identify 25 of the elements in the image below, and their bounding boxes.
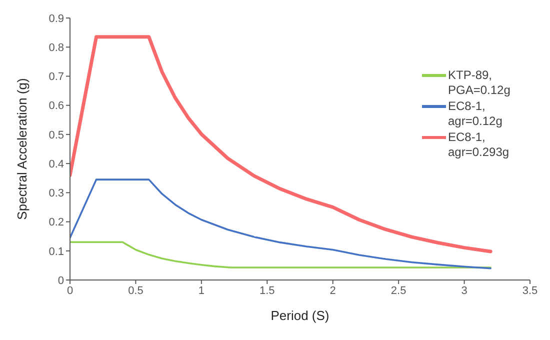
y-tick-label: 0.1 (48, 246, 64, 258)
x-tick-label: 2.5 (390, 284, 406, 297)
legend-label: EC8-1, agr=0.12g (448, 99, 504, 129)
line-series (70, 241, 492, 268)
y-tick-label: 0.4 (48, 158, 64, 170)
y-tick-label: 0 (58, 274, 64, 287)
y-axis-title: Spectral Acceleration (g) (14, 78, 30, 220)
y-tick-label: 0.5 (48, 129, 64, 142)
y-tick-label: 0.6 (48, 100, 64, 112)
x-tick-label: 0 (66, 284, 74, 297)
x-tick-label: 1 (198, 284, 204, 297)
line-series (70, 178, 492, 270)
x-axis-title: Period (S) (270, 308, 330, 323)
x-tick-label: 3 (461, 284, 468, 297)
y-tick-label: 0.9 (48, 12, 64, 25)
y-tick-label: 0.8 (48, 42, 64, 54)
x-tick-label: 0.5 (128, 284, 144, 297)
y-tick-label: 0.3 (48, 188, 64, 200)
x-tick-label: 1.5 (259, 284, 275, 297)
legend-label: EC8-1, agr=0.293g (448, 130, 510, 160)
x-tick-label: 2 (330, 284, 336, 297)
legend-label: KTP-89, PGA=0.12g (448, 68, 512, 98)
y-tick-label: 0.2 (48, 216, 64, 229)
y-tick-label: 0.7 (48, 71, 64, 84)
x-tick-label: 3.5 (522, 284, 538, 297)
